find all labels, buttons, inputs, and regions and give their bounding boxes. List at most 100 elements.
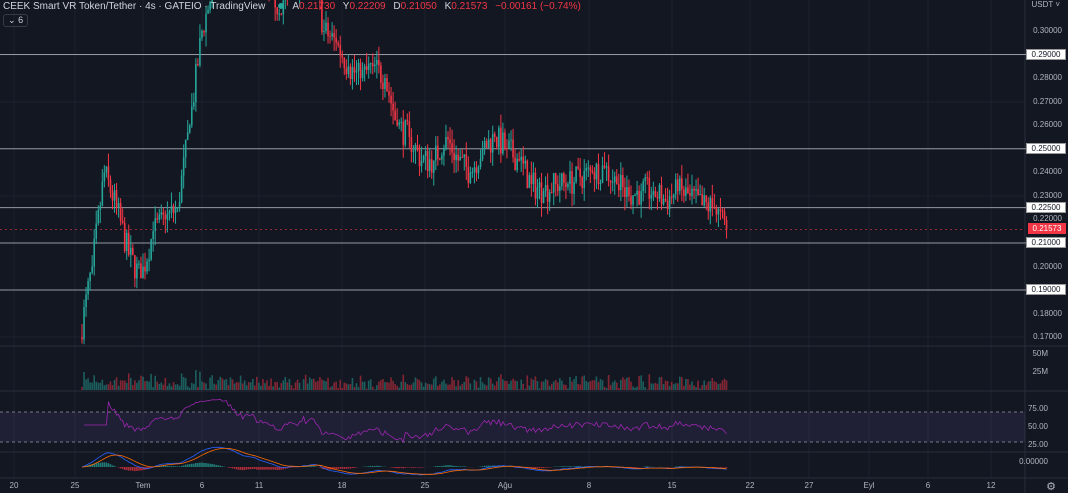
candle-body <box>473 167 476 173</box>
currency-selector[interactable]: USDT ˅ <box>1031 0 1060 9</box>
candle-body <box>583 170 586 188</box>
candle-body <box>595 163 598 180</box>
volume-bar <box>579 384 581 390</box>
candle-body <box>365 66 368 70</box>
candle-body <box>420 160 423 167</box>
candle-body <box>469 172 472 183</box>
macd-histogram-bar <box>451 465 453 467</box>
macd-histogram-bar <box>461 466 464 467</box>
candle-body <box>550 192 553 194</box>
macd-histogram-bar <box>374 465 376 467</box>
volume-bar <box>516 381 518 390</box>
volume-bar <box>485 385 488 390</box>
candle-body <box>701 194 703 206</box>
macd-histogram-bar <box>717 467 720 468</box>
candle-body <box>199 38 201 66</box>
volume-bar <box>335 381 337 390</box>
macd-histogram-bar <box>583 466 586 467</box>
volume-bar <box>662 384 665 390</box>
volume-bar <box>374 389 376 390</box>
volume-bar <box>313 378 315 390</box>
volume-bar <box>156 381 159 390</box>
candle-body <box>390 95 392 104</box>
candle-body <box>502 132 504 154</box>
volume-bar <box>164 377 167 390</box>
volume-bar <box>542 381 545 390</box>
volume-bar <box>231 379 234 390</box>
candle-body <box>178 202 181 208</box>
candle-body <box>197 64 199 66</box>
volume-bar <box>518 389 520 390</box>
macd-histogram-bar <box>178 466 181 467</box>
volume-bar <box>723 378 726 390</box>
volume-bar <box>447 384 449 390</box>
volume-bar <box>148 381 150 390</box>
candle-body <box>620 175 622 191</box>
candle-body <box>170 205 173 212</box>
macd-histogram-bar <box>453 465 455 467</box>
candle-body <box>329 36 331 38</box>
macd-histogram-bar <box>252 467 254 469</box>
volume-bar <box>713 381 716 390</box>
volume-bar <box>304 374 307 390</box>
settings-gear-icon[interactable]: ⚙ <box>1046 481 1056 493</box>
macd-histogram-bar <box>99 462 102 467</box>
macd-histogram-bar <box>130 467 132 471</box>
rsi-tick: 25.00 <box>1027 440 1048 449</box>
volume-bar <box>404 382 407 390</box>
volume-bar <box>585 380 588 390</box>
volume-bar <box>380 380 382 390</box>
volume-bar <box>201 381 203 390</box>
candle-body <box>182 157 185 176</box>
price-tick: 0.24000 <box>1033 167 1062 177</box>
volume-bar <box>237 382 240 390</box>
macd-histogram-bar <box>351 467 354 469</box>
candle-body <box>636 190 638 195</box>
indicators-toggle[interactable]: ⌄ 6 <box>3 14 29 27</box>
candle-body <box>646 177 649 179</box>
candle-body <box>548 192 551 202</box>
candle-body <box>410 136 413 152</box>
candle-body <box>93 238 95 267</box>
level-price-label: 0.22500 <box>1026 201 1066 213</box>
candle-body <box>361 69 364 79</box>
macd-histogram-bar <box>345 467 348 469</box>
candle-body <box>441 155 443 160</box>
macd-histogram-bar <box>95 463 98 467</box>
candle-body <box>689 193 691 196</box>
candle-body <box>512 139 514 158</box>
price-tick: 0.30000 <box>1033 26 1062 35</box>
volume-bar <box>245 385 248 390</box>
interval[interactable]: 4s <box>145 1 156 12</box>
candle-body <box>445 136 447 149</box>
candle-body <box>634 194 636 196</box>
macd-histogram-bar <box>172 466 175 467</box>
macd-histogram-bar <box>109 464 112 467</box>
volume-bar <box>500 374 502 390</box>
candle-body <box>609 180 612 183</box>
volume-bar <box>711 378 714 390</box>
macd-histogram-bar <box>239 467 242 470</box>
volume-bar <box>676 383 679 390</box>
candle-body <box>339 44 342 56</box>
volume-bar <box>522 383 525 390</box>
symbol-title[interactable]: CEEK Smart VR Token/Tether <box>3 1 137 12</box>
candle-body <box>654 191 657 197</box>
candle-body <box>345 68 348 74</box>
macd-histogram-bar <box>270 467 272 470</box>
candle-body <box>367 63 370 70</box>
volume-bar <box>508 383 510 390</box>
volume-bar <box>414 377 417 390</box>
macd-histogram-bar <box>170 465 173 467</box>
macd-histogram-bar <box>723 467 726 468</box>
candle-body <box>321 0 323 33</box>
time-tick: Ağu <box>497 481 513 490</box>
volume-bar <box>219 376 222 390</box>
macd-histogram-bar <box>365 466 368 467</box>
macd-histogram-bar <box>402 467 405 469</box>
candle-body <box>109 179 112 193</box>
candle-body <box>457 154 459 161</box>
candle-body <box>121 220 124 223</box>
volume-bar <box>284 376 287 390</box>
